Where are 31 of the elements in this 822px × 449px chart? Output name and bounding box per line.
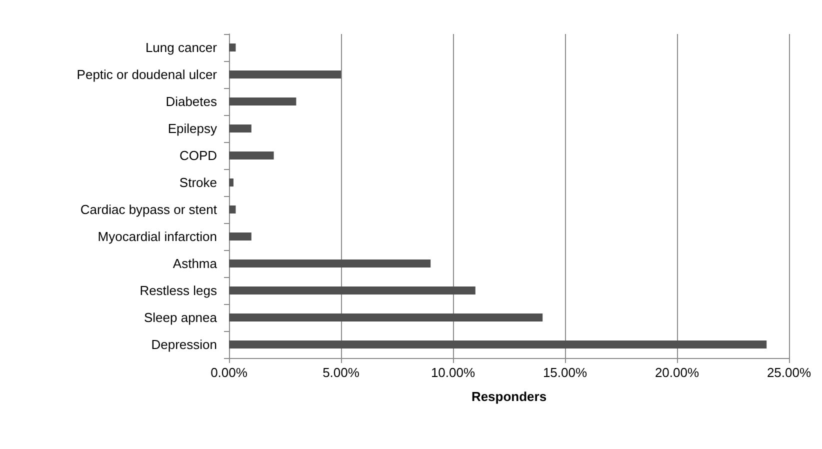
bar xyxy=(229,286,476,294)
x-tick-label: 20.00% xyxy=(654,365,700,380)
bar xyxy=(229,260,431,268)
y-tick-label: Depression xyxy=(151,337,217,352)
bar xyxy=(229,44,236,52)
y-tick-label: Restless legs xyxy=(140,283,218,298)
x-axis-title: Responders xyxy=(471,389,547,404)
bar xyxy=(229,314,543,322)
bar xyxy=(229,70,341,78)
x-tick-label: 0.00% xyxy=(210,365,248,380)
bar xyxy=(229,178,234,186)
y-tick-label: Stroke xyxy=(179,175,217,190)
x-tick-label: 5.00% xyxy=(322,365,360,380)
y-tick-label: Sleep apnea xyxy=(144,310,218,325)
bar xyxy=(229,152,274,160)
y-tick-label: Peptic or doudenal ulcer xyxy=(76,67,218,82)
y-tick-label: Myocardial infarction xyxy=(98,229,217,244)
y-tick-label: Diabetes xyxy=(166,94,218,109)
x-tick-label: 25.00% xyxy=(766,365,812,380)
y-tick-label: COPD xyxy=(179,148,217,163)
y-tick-label: Asthma xyxy=(172,256,218,271)
y-tick-label: Lung cancer xyxy=(145,40,218,55)
y-tick-label: Epilepsy xyxy=(168,121,218,136)
bar xyxy=(229,206,236,214)
x-tick-label: 10.00% xyxy=(430,365,476,380)
x-tick-label: 15.00% xyxy=(542,365,588,380)
y-tick-label: Cardiac bypass or stent xyxy=(80,202,218,217)
bar xyxy=(229,98,296,106)
bar xyxy=(229,124,252,132)
bar xyxy=(229,340,767,348)
bar xyxy=(229,232,252,240)
